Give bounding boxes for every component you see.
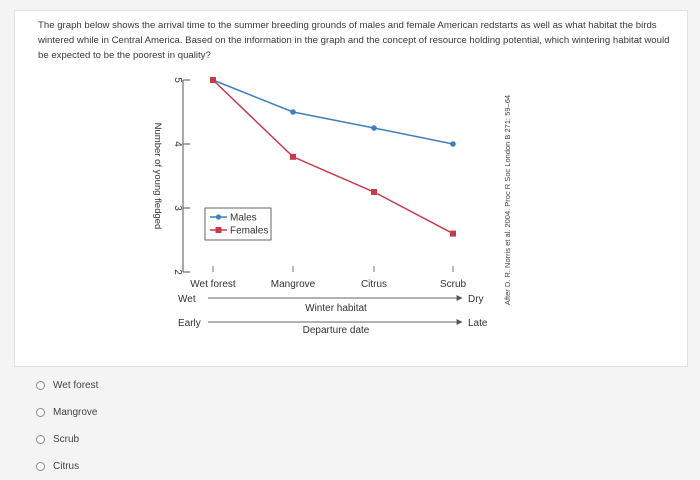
- option-label: Mangrove: [53, 407, 98, 418]
- line-chart: 2 3 4 5 Number of young fledged Wet forest Man…: [152, 77, 512, 336]
- question-text: The graph below shows the arrival time t…: [38, 20, 670, 61]
- y-tick-label: 3: [172, 205, 183, 211]
- legend-label: Females: [230, 226, 268, 237]
- arrow-end-label: Dry: [468, 294, 484, 305]
- radio-button[interactable]: [36, 435, 45, 444]
- series-line-females: [212, 79, 454, 235]
- legend-marker-square: [215, 227, 222, 233]
- x-tick-label: Wet forest: [190, 279, 236, 290]
- y-tick-label: 4: [172, 141, 183, 147]
- x-tick-label: Citrus: [361, 279, 387, 290]
- option-label: Scrub: [53, 434, 80, 445]
- y-tick-label: 5: [172, 77, 183, 83]
- y-axis-label: Number of young fledged: [152, 123, 163, 230]
- arrow-end-label: Late: [468, 318, 488, 329]
- option-scrub[interactable]: Scrub: [36, 426, 98, 453]
- arrow-title: Winter habitat: [305, 303, 367, 314]
- radio-button[interactable]: [36, 381, 45, 390]
- arrow-start-label: Early: [178, 318, 201, 329]
- female-data-point: [371, 189, 377, 195]
- option-mangrove[interactable]: Mangrove: [36, 399, 98, 426]
- female-data-point: [290, 153, 296, 160]
- male-data-point: [371, 125, 377, 131]
- series-line-males: [212, 79, 454, 145]
- radio-button[interactable]: [36, 408, 45, 417]
- option-label: Wet forest: [53, 380, 99, 391]
- question-card: [14, 10, 688, 367]
- arrow-start-label: Wet: [178, 294, 196, 305]
- male-data-point: [290, 109, 296, 115]
- legend-marker-circle: [215, 214, 222, 220]
- y-tick-label: 2: [172, 269, 183, 275]
- option-wet-forest[interactable]: Wet forest: [36, 372, 98, 399]
- arrow-title: Departure date: [303, 325, 370, 336]
- x-tick-label: Mangrove: [271, 279, 316, 290]
- legend-label: Males: [230, 213, 257, 224]
- female-data-point: [210, 77, 216, 83]
- source-citation: After D. R. Norris et al. 2004. Proc R S…: [503, 95, 512, 305]
- x-tick-label: Scrub: [440, 279, 467, 290]
- female-data-point: [450, 230, 456, 237]
- answer-options: Wet forest Mangrove Scrub Citrus: [36, 372, 98, 480]
- legend-box: [204, 207, 272, 241]
- male-data-point: [450, 141, 456, 147]
